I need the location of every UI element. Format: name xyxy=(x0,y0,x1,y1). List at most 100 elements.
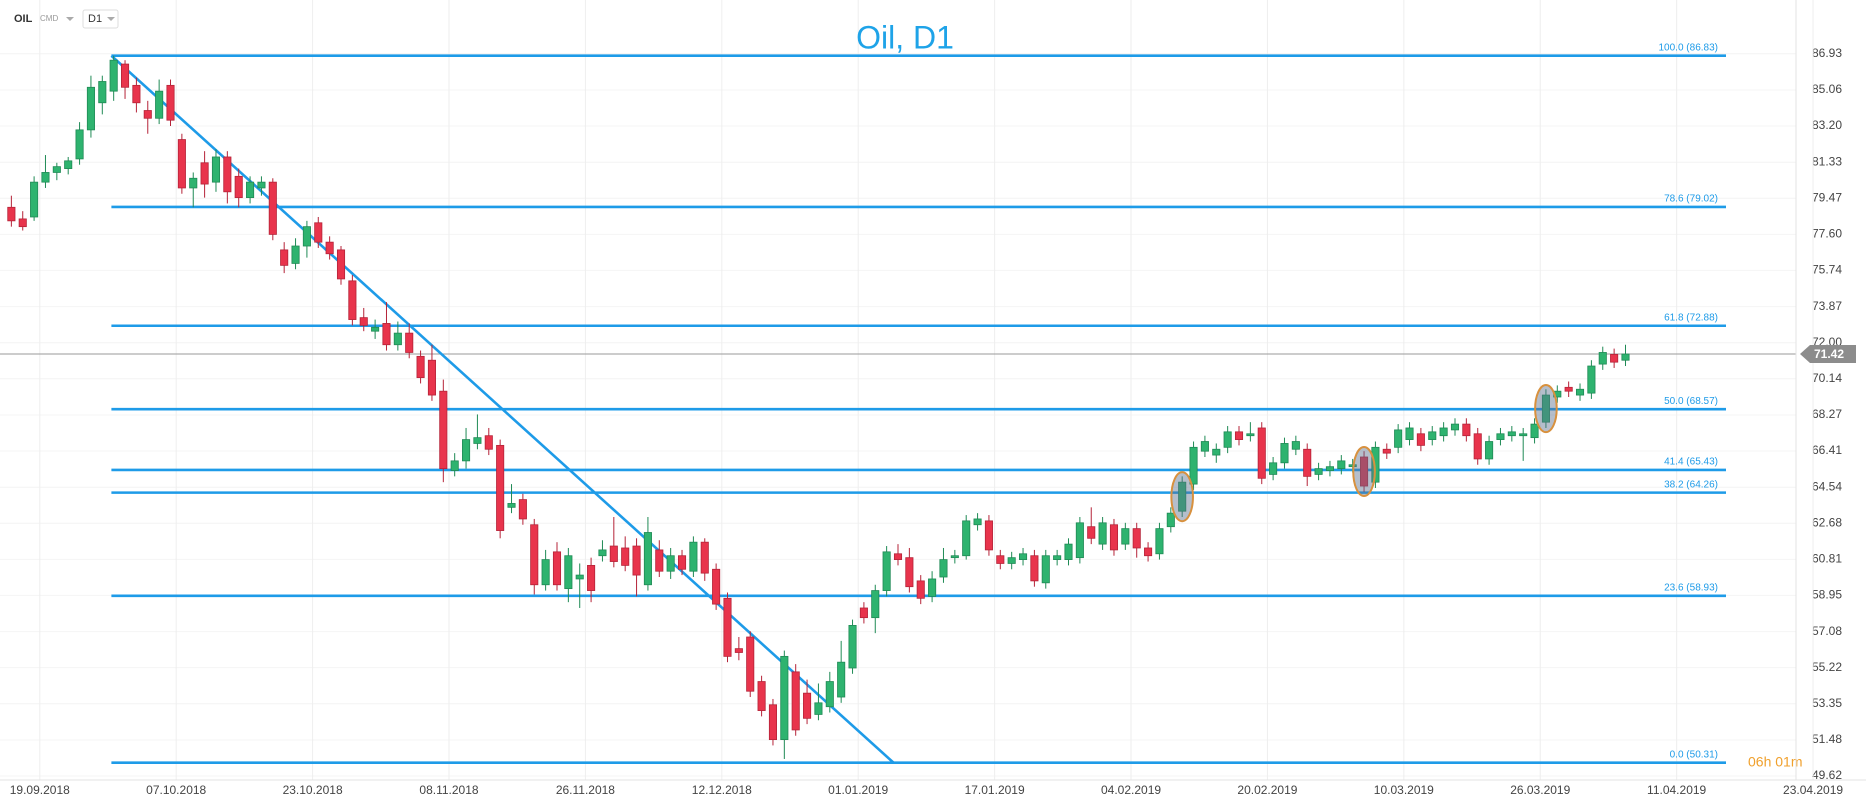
candle-body xyxy=(1109,524,1119,551)
x-tick-label: 20.02.2019 xyxy=(1237,783,1297,797)
candle-body xyxy=(1610,354,1619,363)
candle-body xyxy=(1303,448,1312,477)
candle-body xyxy=(1439,427,1448,437)
candle-body xyxy=(962,520,971,557)
candle-body xyxy=(1621,353,1630,361)
candle-body xyxy=(814,702,823,715)
x-tick-label: 07.10.2018 xyxy=(146,783,206,797)
fib-label: 0.0 (50.31) xyxy=(1670,749,1718,760)
candle-body xyxy=(1530,423,1539,439)
candle-body xyxy=(1269,462,1278,475)
candle-body xyxy=(1519,433,1528,437)
candle-body xyxy=(473,437,482,444)
candle-body xyxy=(632,545,641,576)
candle-body xyxy=(700,541,709,574)
candle-body xyxy=(7,206,16,222)
candle-body xyxy=(518,499,527,520)
y-tick-label: 83.20 xyxy=(1812,118,1842,132)
candle-body xyxy=(211,156,221,183)
interval-box[interactable] xyxy=(82,9,119,29)
candle-body xyxy=(564,555,573,590)
x-tick-label: 12.12.2018 xyxy=(692,783,752,797)
chart-title: Oil, D1 xyxy=(856,19,954,55)
x-tick-label: 23.10.2018 xyxy=(283,783,343,797)
x-tick-label: 10.03.2019 xyxy=(1374,783,1434,797)
candle-body xyxy=(177,139,186,189)
candle-body xyxy=(1121,528,1130,545)
dropdown-arrow[interactable] xyxy=(66,17,74,21)
y-tick-label: 66.41 xyxy=(1812,443,1842,457)
candle-body xyxy=(1019,553,1028,560)
group[interactable]: CMD xyxy=(40,14,58,23)
candle-body xyxy=(746,636,755,692)
candle-body xyxy=(1007,557,1016,564)
candle-body xyxy=(1053,555,1062,560)
y-tick-label: 60.81 xyxy=(1812,552,1842,566)
candle-body xyxy=(848,625,857,669)
candle-body xyxy=(893,553,903,560)
countdown: 06h 01m xyxy=(1748,754,1802,770)
candle-body xyxy=(609,545,618,562)
candle-body xyxy=(1337,460,1346,470)
y-tick-label: 58.95 xyxy=(1812,588,1842,602)
candle-body xyxy=(1166,512,1175,528)
candle-body xyxy=(723,597,732,657)
candle-body xyxy=(689,541,698,572)
candle-body xyxy=(1314,468,1323,475)
candle-body xyxy=(1496,433,1505,440)
candle-body xyxy=(1382,448,1391,454)
candle-body xyxy=(416,355,425,379)
candle-body xyxy=(1291,441,1300,450)
candle-body xyxy=(859,607,868,619)
candle-body xyxy=(803,692,812,719)
candle-body xyxy=(928,578,937,597)
interval[interactable]: D1 xyxy=(88,13,102,25)
candle-body xyxy=(507,503,516,508)
candle-body xyxy=(757,681,766,711)
candle-body xyxy=(666,555,675,572)
candle-body xyxy=(359,317,368,326)
candle-body xyxy=(655,549,664,572)
candle-body xyxy=(1155,528,1164,555)
candle-body xyxy=(882,551,891,591)
candle-body xyxy=(1246,433,1255,437)
y-tick-label: 79.47 xyxy=(1812,190,1842,204)
x-tick-label: 01.01.2019 xyxy=(828,783,888,797)
candle-layer xyxy=(7,55,1630,759)
candle-body xyxy=(1234,431,1244,440)
candle-body xyxy=(64,160,73,169)
candle-body xyxy=(302,226,311,247)
candle-body xyxy=(166,84,175,121)
candle-body xyxy=(530,524,539,586)
candle-body xyxy=(325,241,334,255)
candle-body xyxy=(973,518,982,526)
x-tick-label: 26.11.2018 xyxy=(556,783,615,797)
candle-body xyxy=(427,359,436,396)
candle-body xyxy=(825,681,834,708)
candle-body xyxy=(1280,443,1289,464)
dropdown-arrow[interactable] xyxy=(107,17,115,21)
candle-body xyxy=(98,81,107,104)
candle-body xyxy=(996,555,1005,564)
y-tick-label: 75.74 xyxy=(1812,263,1842,277)
candle-body xyxy=(1485,441,1494,460)
candle-body xyxy=(1428,431,1437,440)
candle-body xyxy=(439,390,448,470)
candle-body xyxy=(643,532,652,586)
candle-body xyxy=(1416,433,1425,446)
candle-body xyxy=(405,332,414,353)
candle-body xyxy=(1598,352,1607,365)
price-tag-label: 71.42 xyxy=(1814,347,1844,361)
symbol[interactable]: OIL xyxy=(14,13,33,25)
y-tick-label: 81.33 xyxy=(1812,154,1842,168)
candle-body xyxy=(52,166,61,173)
fib-label: 23.6 (58.93) xyxy=(1664,582,1718,593)
candle-body xyxy=(598,549,607,557)
candle-body xyxy=(1075,522,1084,559)
candle-body xyxy=(75,129,84,160)
candle-body xyxy=(621,547,630,566)
candle-body xyxy=(1030,555,1039,582)
candle-body xyxy=(484,435,493,450)
candle-body xyxy=(496,444,505,531)
candle-body xyxy=(30,181,39,218)
